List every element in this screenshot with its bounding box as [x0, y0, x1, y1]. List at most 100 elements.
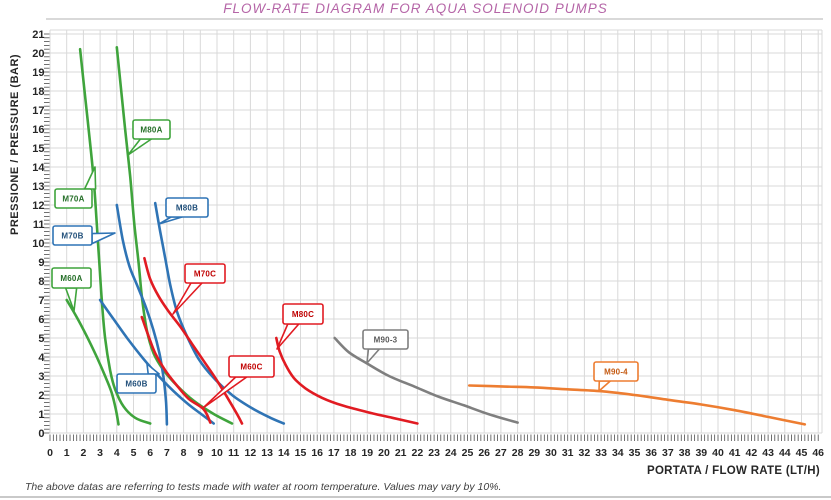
callout-M90-3: M90-3 — [362, 329, 409, 364]
callout-label-M90-4: M90-4 — [604, 368, 628, 377]
x-tick-label: 33 — [595, 447, 607, 459]
x-tick-label: 39 — [695, 447, 707, 459]
callout-label-M70A: M70A — [62, 195, 84, 204]
x-tick-label: 27 — [495, 447, 507, 459]
y-tick-label: 17 — [32, 105, 44, 117]
callout-M70A: M70A — [54, 166, 97, 209]
callout-label-M90-3: M90-3 — [374, 336, 398, 345]
x-tick-label: 36 — [645, 447, 657, 459]
x-tick-label: 46 — [812, 447, 824, 459]
x-tick-label: 24 — [445, 447, 457, 459]
y-tick-label: 16 — [32, 124, 44, 136]
x-tick-label: 20 — [378, 447, 390, 459]
callout-M80A: M80A — [127, 119, 171, 156]
y-tick-label: 9 — [38, 257, 44, 269]
x-tick-label: 16 — [311, 447, 323, 459]
y-tick-label: 15 — [32, 143, 44, 155]
y-tick-label: 1 — [38, 409, 44, 421]
curve-M60A — [65, 298, 120, 426]
curve-M80C — [275, 336, 419, 425]
curve-M80B — [153, 201, 286, 425]
x-tick-label: 30 — [545, 447, 557, 459]
callout-M80C: M80C — [276, 303, 324, 350]
x-tick-label: 41 — [729, 447, 741, 459]
x-tick-label: 14 — [278, 447, 290, 459]
x-tick-label: 6 — [147, 447, 153, 459]
x-tick-label: 26 — [478, 447, 490, 459]
chart-title: FLOW-RATE DIAGRAM FOR AQUA SOLENOID PUMP… — [223, 1, 608, 16]
title-divider-line — [46, 18, 823, 20]
callout-label-M80C: M80C — [292, 310, 314, 319]
y-tick-label: 18 — [32, 86, 44, 98]
x-tick-label: 2 — [80, 447, 86, 459]
x-tick-label: 10 — [211, 447, 223, 459]
callout-label-M60C: M60C — [240, 363, 262, 372]
x-tick-label: 40 — [712, 447, 724, 459]
x-tick-label: 45 — [796, 447, 808, 459]
y-axis-minor-ticks — [44, 33, 50, 434]
x-tick-label: 25 — [462, 447, 474, 459]
callout-label-M70C: M70C — [194, 270, 216, 279]
y-tick-label: 13 — [32, 181, 44, 193]
y-tick-label: 20 — [32, 48, 44, 60]
callout-M70C: M70C — [172, 263, 226, 315]
y-tick-label: 10 — [32, 238, 44, 250]
y-tick-label: 19 — [32, 67, 44, 79]
x-tick-label: 1 — [64, 447, 70, 459]
x-tick-label: 44 — [779, 447, 791, 459]
callout-M80B: M80B — [158, 197, 209, 225]
y-tick-label: 5 — [38, 333, 44, 345]
bottom-border-line — [0, 496, 831, 498]
curve-M70B — [115, 203, 169, 426]
x-tick-label: 23 — [428, 447, 440, 459]
callout-M60A: M60A — [51, 267, 92, 312]
x-tick-label: 34 — [612, 447, 624, 459]
x-tick-label: 32 — [579, 447, 591, 459]
y-tick-label: 0 — [38, 428, 44, 440]
x-axis-title: PORTATA / FLOW RATE (LT/H) — [646, 465, 820, 477]
x-tick-label: 13 — [261, 447, 273, 459]
x-tick-label: 15 — [295, 447, 307, 459]
curve-M70A — [78, 47, 152, 425]
x-tick-label: 3 — [97, 447, 103, 459]
x-tick-label: 22 — [412, 447, 424, 459]
y-axis-title: PRESSIONE / PRESSURE (BAR) — [9, 53, 21, 235]
x-tick-label: 43 — [762, 447, 774, 459]
x-tick-label: 5 — [131, 447, 137, 459]
x-tick-label: 9 — [197, 447, 203, 459]
callout-label-M60B: M60B — [125, 380, 147, 389]
x-tick-label: 8 — [181, 447, 187, 459]
x-tick-label: 7 — [164, 447, 170, 459]
callout-label-M80A: M80A — [140, 126, 162, 135]
x-tick-label: 0 — [47, 447, 53, 459]
curve-M80A — [115, 46, 234, 425]
x-tick-label: 42 — [746, 447, 758, 459]
curve-M90-4 — [467, 384, 807, 426]
y-tick-label: 14 — [32, 162, 45, 174]
x-tick-label: 28 — [512, 447, 524, 459]
y-tick-label: 21 — [32, 29, 44, 41]
callout-label-M60A: M60A — [60, 274, 82, 283]
x-tick-label: 31 — [562, 447, 574, 459]
curve-M70C — [143, 256, 244, 425]
x-tick-label: 29 — [528, 447, 540, 459]
callout-M70B: M70B — [52, 225, 116, 246]
y-tick-label: 7 — [38, 295, 44, 307]
x-tick-label: 17 — [328, 447, 340, 459]
y-tick-label: 6 — [38, 314, 44, 326]
x-tick-label: 38 — [679, 447, 691, 459]
x-tick-label: 12 — [245, 447, 257, 459]
y-tick-label: 3 — [38, 371, 44, 383]
y-tick-label: 12 — [32, 200, 44, 212]
callout-M60B: M60B — [116, 363, 160, 394]
callout-M60C: M60C — [202, 355, 275, 409]
callout-label-M80B: M80B — [176, 204, 198, 213]
y-tick-label: 2 — [38, 390, 44, 402]
x-tick-label: 11 — [228, 447, 239, 459]
y-tick-label: 4 — [38, 352, 45, 364]
x-tick-label: 21 — [395, 447, 407, 459]
curve-M90-3 — [333, 336, 519, 424]
x-tick-label: 37 — [662, 447, 674, 459]
